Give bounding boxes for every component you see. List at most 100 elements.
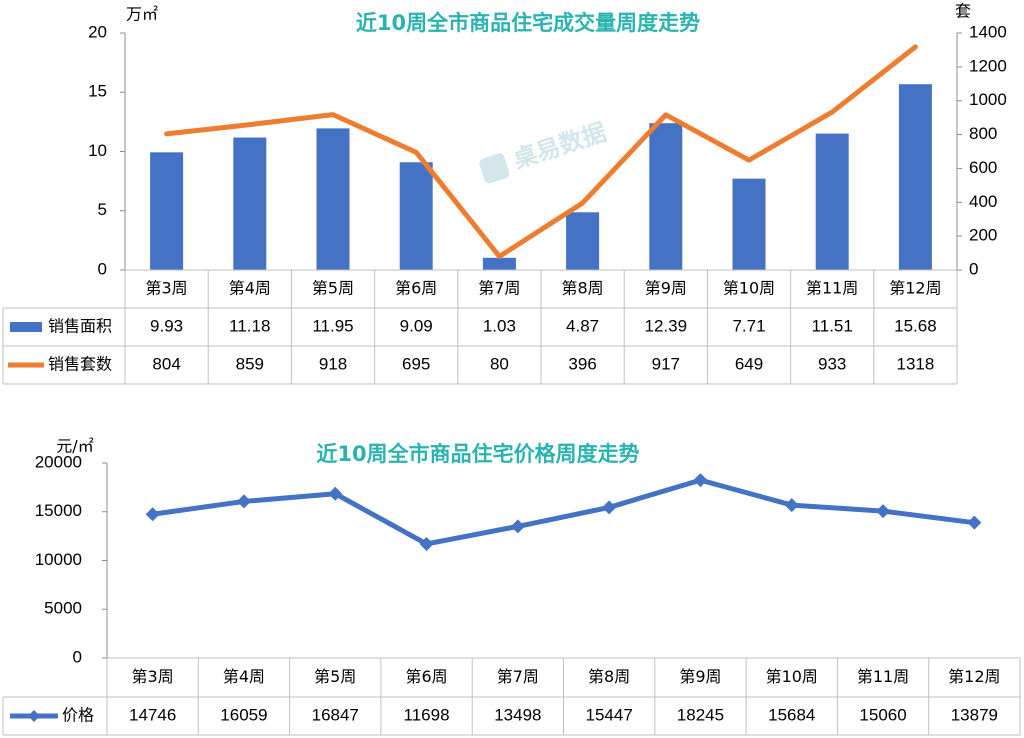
bar <box>732 178 766 270</box>
table-cell: 649 <box>735 354 763 373</box>
line-point <box>830 110 834 114</box>
line-point <box>747 158 751 162</box>
x-tick-label: 第8周 <box>562 279 604 298</box>
line-marker <box>967 515 982 530</box>
watermark-mark <box>479 153 510 184</box>
table-cell: 933 <box>818 354 846 373</box>
right-tick-label: 1400 <box>969 22 1007 41</box>
line-point <box>581 201 585 205</box>
table-cell: 13879 <box>951 705 998 724</box>
x-tick-label: 第5周 <box>314 667 356 686</box>
bar <box>482 257 516 270</box>
table-cell: 16847 <box>312 705 359 724</box>
x-tick-label: 第8周 <box>588 667 630 686</box>
table-cell: 14746 <box>129 705 176 724</box>
table-cell: 11.18 <box>229 316 270 335</box>
x-tick-label: 第4周 <box>223 667 265 686</box>
left-tick-label: 20000 <box>35 452 82 471</box>
table-cell: 13498 <box>494 705 541 724</box>
x-tick-label: 第6周 <box>395 279 437 298</box>
x-tick-label: 第10周 <box>723 279 775 298</box>
left-tick-label: 0 <box>98 259 107 278</box>
bar <box>233 137 267 270</box>
legend-line-label: 销售套数 <box>48 355 112 374</box>
line-marker <box>328 486 343 501</box>
table-cell: 7.71 <box>732 316 765 335</box>
table-cell: 16059 <box>220 705 267 724</box>
watermark-text: 桌易数据 <box>510 118 610 174</box>
x-tick-label: 第5周 <box>312 279 354 298</box>
right-tick-label: 800 <box>969 124 997 143</box>
left-tick-label: 10000 <box>35 550 82 569</box>
right-tick-label: 400 <box>969 192 997 211</box>
table-cell: 11.51 <box>812 316 853 335</box>
line-marker <box>419 536 434 551</box>
x-tick-label: 第12周 <box>889 279 941 298</box>
line-point <box>248 123 252 127</box>
x-tick-label: 第3周 <box>146 279 188 298</box>
line-point <box>165 132 169 136</box>
line-point <box>331 113 335 117</box>
legend-bar-label: 销售面积 <box>48 317 112 336</box>
line-point <box>497 254 501 258</box>
legend-bar-key <box>10 322 42 332</box>
table-cell: 1.03 <box>483 316 516 335</box>
x-tick-label: 第7周 <box>497 667 539 686</box>
table-cell: 859 <box>236 354 264 373</box>
right-tick-label: 1000 <box>969 90 1007 109</box>
table-cell: 917 <box>652 354 680 373</box>
table-cell: 9.09 <box>400 316 433 335</box>
bar <box>815 133 849 270</box>
line-point <box>913 45 917 49</box>
line-marker <box>876 504 891 519</box>
left-tick-label: 0 <box>73 647 82 666</box>
x-tick-label: 第7周 <box>478 279 520 298</box>
x-tick-label: 第10周 <box>766 667 818 686</box>
table-cell: 1318 <box>896 354 934 373</box>
x-tick-label: 第11周 <box>806 279 858 298</box>
table-cell: 15060 <box>859 705 906 724</box>
line-marker <box>145 507 160 522</box>
line-series <box>164 44 918 259</box>
bar <box>316 128 350 270</box>
right-tick-label: 1200 <box>969 56 1007 75</box>
bar <box>649 123 683 270</box>
table-cell: 695 <box>402 354 430 373</box>
left-tick-label: 15000 <box>35 501 82 520</box>
right-tick-label: 200 <box>969 226 997 245</box>
table-cell: 11.95 <box>312 316 353 335</box>
right-axis-unit: 套 <box>955 2 971 21</box>
table-cell: 15684 <box>768 705 815 724</box>
x-tick-label: 第3周 <box>132 667 174 686</box>
chart-title: 近10周全市商品住宅成交量周度走势 <box>356 11 700 35</box>
line-marker <box>510 519 525 534</box>
x-tick-label: 第11周 <box>857 667 909 686</box>
left-tick-label: 5 <box>98 200 107 219</box>
table-cell: 918 <box>319 354 347 373</box>
table-cell: 18245 <box>677 705 724 724</box>
left-tick-label: 10 <box>88 141 107 160</box>
table-cell: 804 <box>152 354 180 373</box>
table-cell: 396 <box>568 354 596 373</box>
line-series <box>152 477 975 547</box>
bar <box>898 84 932 270</box>
bar <box>399 162 433 270</box>
legend-line-label: 价格 <box>62 706 94 725</box>
line-point <box>664 113 668 117</box>
line-marker <box>602 500 617 515</box>
x-tick-label: 第9周 <box>645 279 687 298</box>
right-tick-label: 600 <box>969 158 997 177</box>
x-tick-label: 第9周 <box>679 667 721 686</box>
left-tick-label: 15 <box>88 82 107 101</box>
line-marker <box>236 494 251 509</box>
bar <box>566 212 600 270</box>
watermark-logo: 桌易数据 <box>479 118 610 184</box>
line-marker <box>784 498 799 513</box>
table-cell: 4.87 <box>566 316 599 335</box>
left-tick-label: 20 <box>88 22 107 41</box>
line-point <box>414 150 418 154</box>
left-axis-unit: 万㎡ <box>126 5 158 24</box>
x-tick-label: 第4周 <box>229 279 271 298</box>
